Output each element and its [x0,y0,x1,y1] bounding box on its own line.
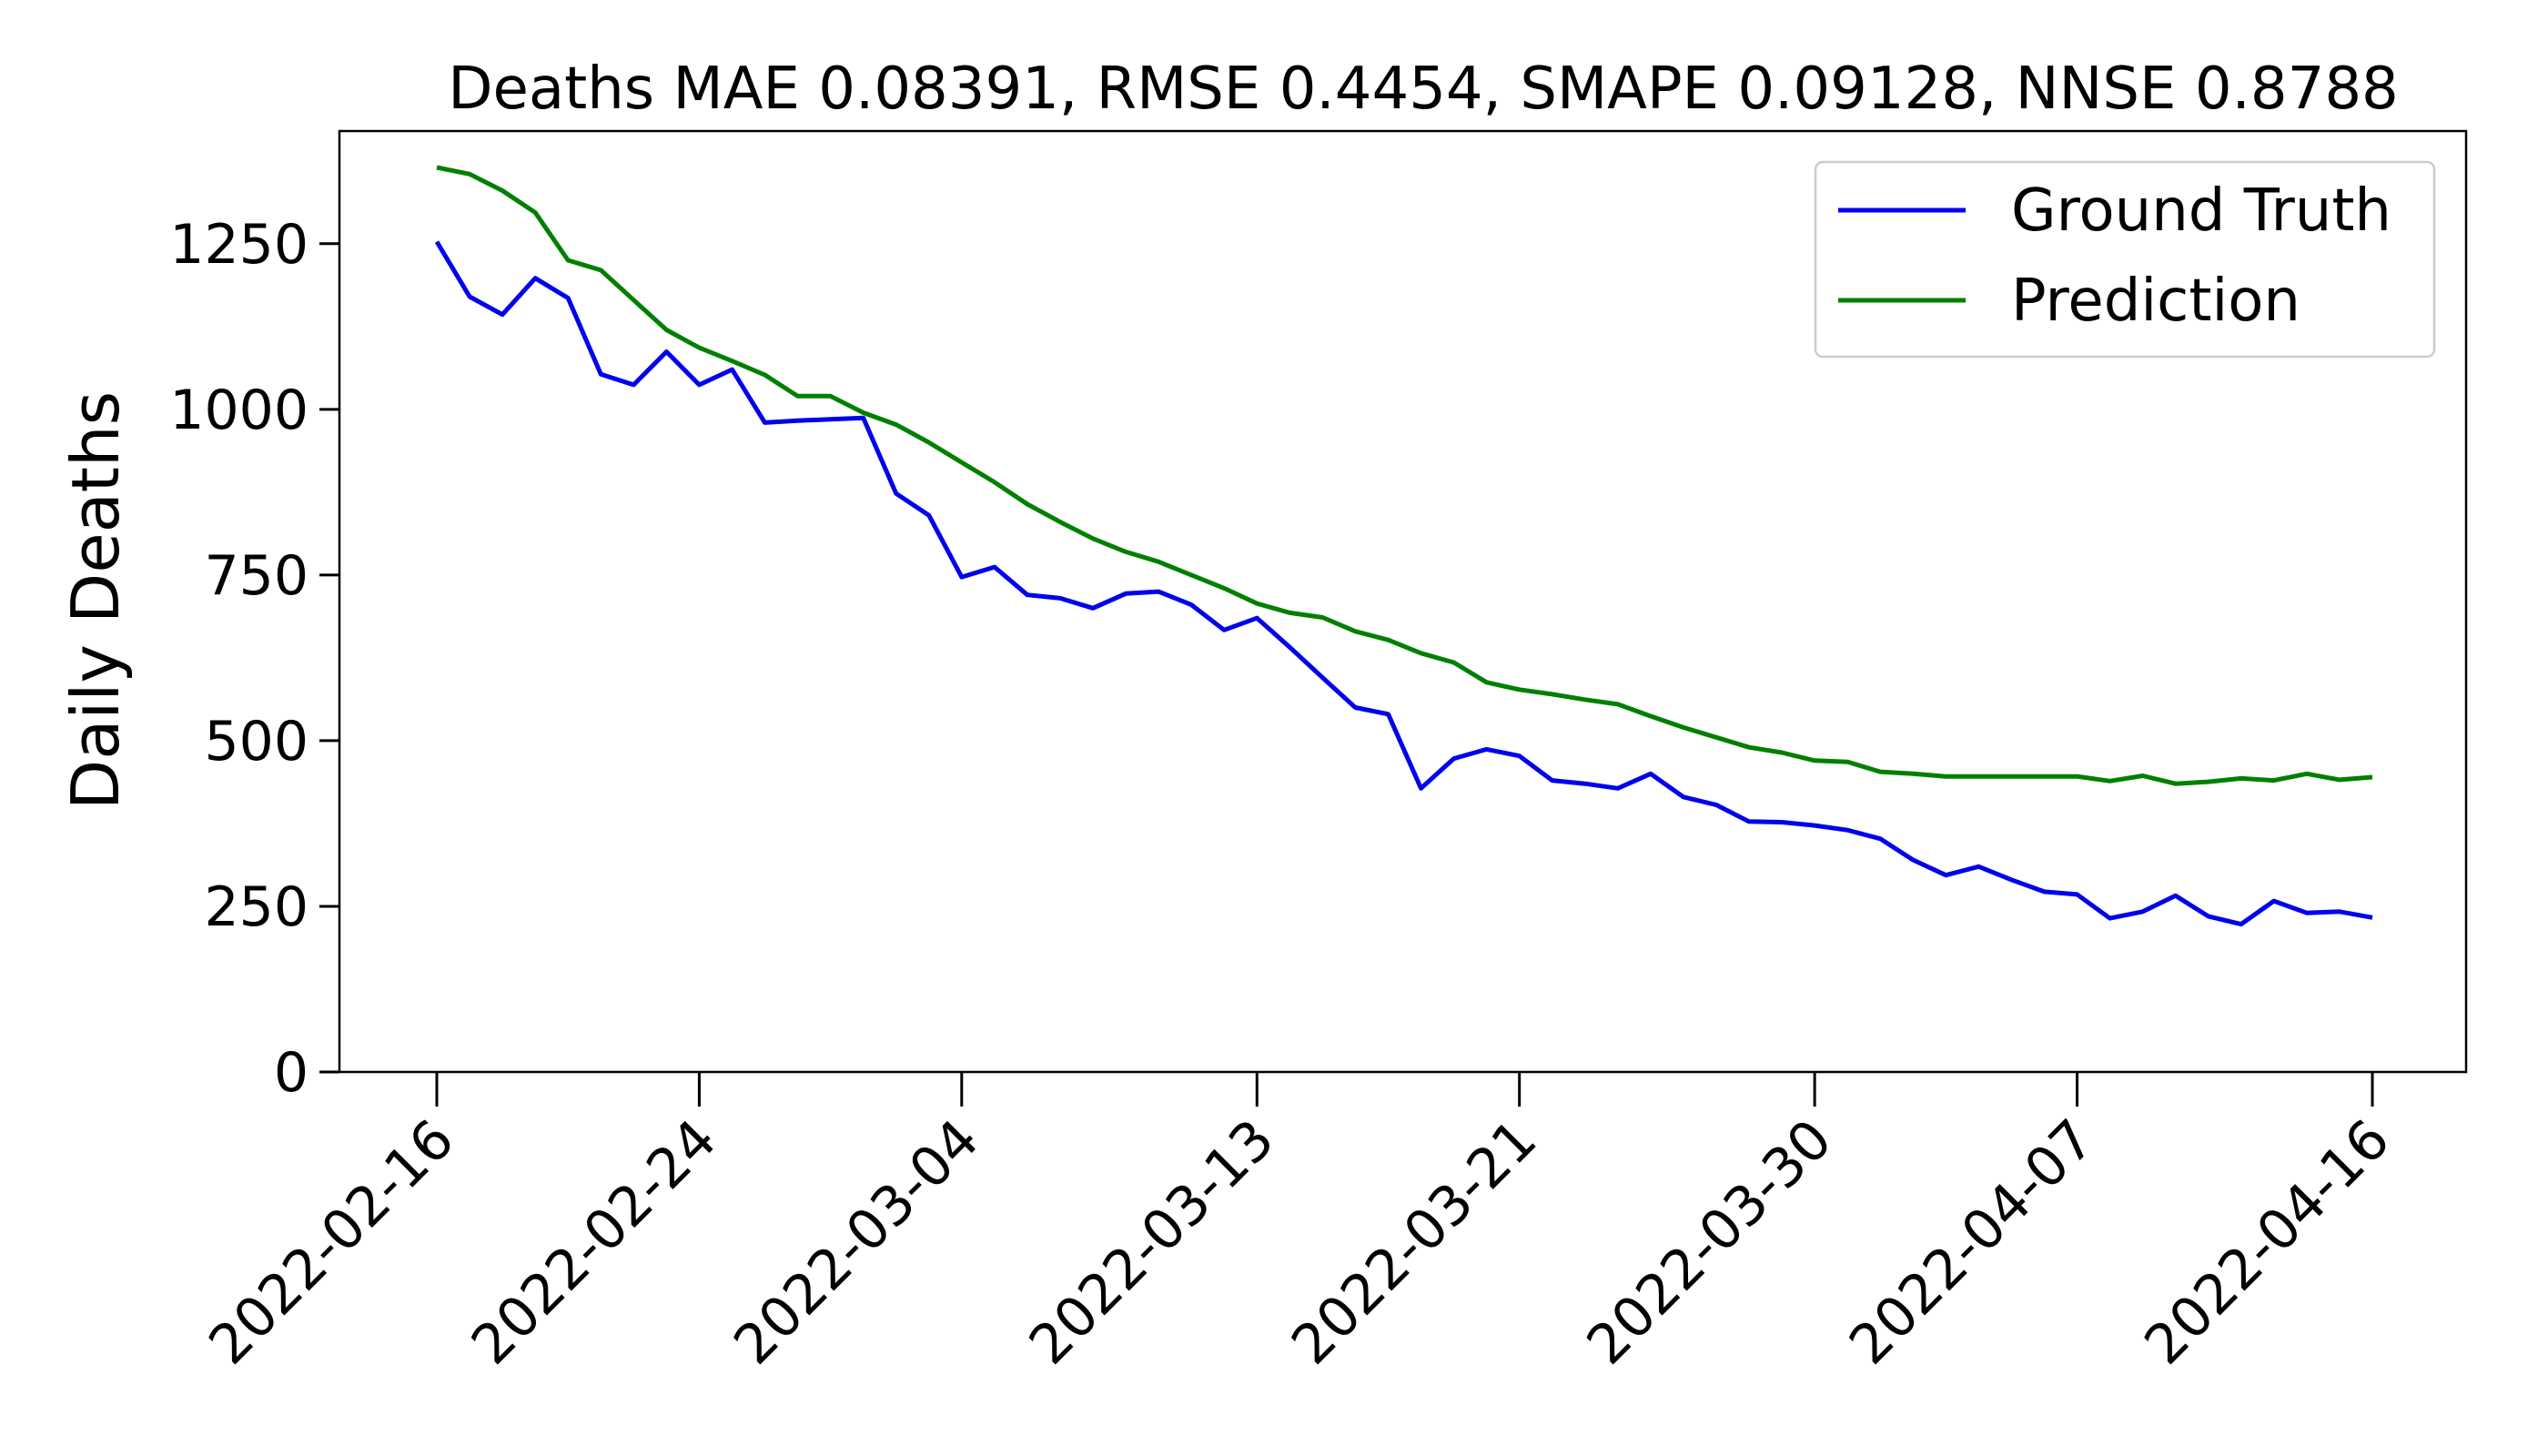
x-tick-label: 2022-03-21 [1279,1107,1549,1377]
x-tick-label: 2022-02-16 [197,1107,467,1377]
legend-box [1814,160,2436,359]
y-tick-label: 0 [274,1041,308,1105]
x-tick-label: 2022-03-30 [1575,1107,1845,1377]
x-tick-label: 2022-04-07 [1837,1107,2107,1377]
y-tick-label: 1250 [169,213,308,277]
x-tick-label: 2022-03-13 [1017,1107,1287,1377]
x-tick-label: 2022-04-16 [2133,1107,2402,1377]
legend-label-prediction: Prediction [2011,268,2300,335]
y-tick-label: 1000 [169,379,308,442]
y-tick-label: 500 [204,710,308,774]
x-tick-label: 2022-02-24 [460,1107,729,1377]
chart-title: Deaths MAE 0.08391, RMSE 0.4454, SMAPE 0… [448,56,2399,123]
plot-frame [338,129,2468,1074]
legend-label-ground-truth: Ground Truth [2011,177,2391,245]
x-tick-label: 2022-03-04 [722,1107,991,1377]
y-axis-label: Daily Deaths [57,391,134,810]
series-line-prediction [436,165,2373,786]
y-tick-label: 750 [204,544,308,608]
legend: Ground Truth Prediction [1814,160,2436,359]
series-line-ground-truth [434,240,2373,927]
y-tick-label: 250 [204,875,308,939]
